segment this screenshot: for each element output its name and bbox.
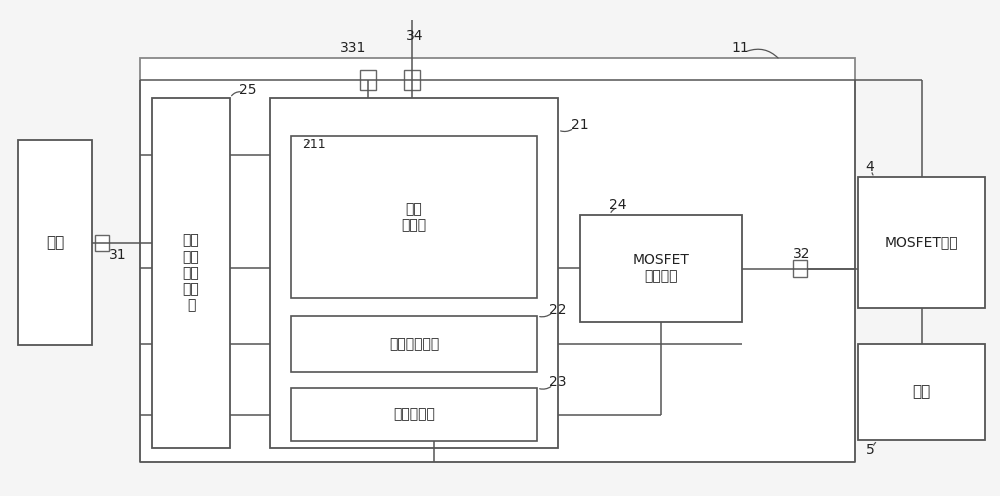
Text: MOSFET电路: MOSFET电路 [885, 236, 958, 249]
Bar [291, 388, 537, 441]
Bar [580, 215, 742, 322]
Text: 24: 24 [609, 198, 627, 212]
Text: MOSFET
驱动电路: MOSFET 驱动电路 [633, 253, 689, 284]
Bar [270, 98, 558, 448]
Text: 模数转换电路: 模数转换电路 [389, 337, 439, 351]
Text: 21: 21 [571, 118, 589, 132]
Text: 211: 211 [302, 138, 326, 151]
Text: 11: 11 [731, 41, 749, 55]
Bar [360, 70, 376, 90]
Bar [291, 136, 537, 298]
Bar [291, 316, 537, 372]
Text: 多模
式电
源管
理电
路: 多模 式电 源管 理电 路 [183, 234, 199, 312]
Text: 电机: 电机 [912, 384, 931, 399]
Text: 5: 5 [866, 443, 874, 457]
Text: 25: 25 [239, 83, 257, 97]
Text: 电池: 电池 [46, 235, 64, 250]
Text: 331: 331 [340, 41, 366, 55]
Text: 微控制单元: 微控制单元 [393, 408, 435, 422]
Text: 23: 23 [549, 375, 567, 389]
Bar [18, 140, 92, 345]
Text: 32: 32 [793, 247, 811, 261]
Bar [404, 70, 420, 90]
Bar [793, 260, 807, 277]
Bar [152, 98, 230, 448]
Bar [858, 344, 985, 440]
Text: 22: 22 [549, 303, 567, 317]
Bar [140, 58, 855, 462]
Text: 4: 4 [866, 160, 874, 174]
Text: 差分
放大器: 差分 放大器 [401, 202, 427, 232]
Bar [858, 177, 985, 308]
Text: 34: 34 [406, 29, 424, 43]
Bar [95, 235, 109, 250]
Text: 31: 31 [109, 248, 127, 262]
